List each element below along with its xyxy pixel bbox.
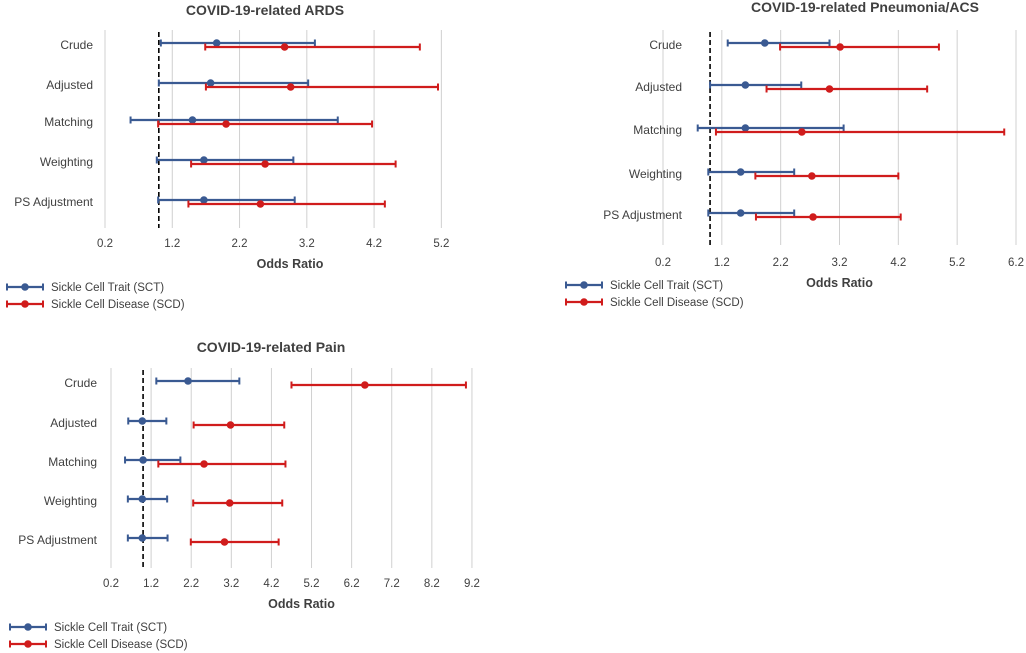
category-label: Matching bbox=[633, 123, 682, 137]
x-tick-label: 6.2 bbox=[1008, 257, 1024, 269]
legend-scd-label: Sickle Cell Disease (SCD) bbox=[610, 297, 744, 309]
x-tick-label: 1.2 bbox=[143, 578, 159, 590]
sct-point bbox=[184, 377, 192, 385]
category-label: Crude bbox=[649, 38, 682, 52]
x-tick-label: 4.2 bbox=[890, 257, 906, 269]
x-tick-label: 6.2 bbox=[344, 578, 360, 590]
scd-point bbox=[361, 381, 369, 389]
x-tick-label: 2.2 bbox=[773, 257, 789, 269]
sct-point bbox=[741, 81, 750, 89]
sct-point bbox=[736, 168, 745, 176]
x-tick-label: 1.2 bbox=[164, 238, 180, 250]
x-tick-label: 3.2 bbox=[223, 578, 239, 590]
x-tick-label: 1.2 bbox=[714, 257, 730, 269]
legend-scd-label: Sickle Cell Disease (SCD) bbox=[51, 299, 185, 311]
x-tick-label: 0.2 bbox=[97, 238, 113, 250]
forest-plot-3: COVID-19-related Pain 0.2 1.2 2.2 3.2 4.2 5.2 6… bbox=[9, 339, 480, 651]
x-tick-label: 4.2 bbox=[263, 578, 279, 590]
category-label: Weighting bbox=[40, 155, 93, 169]
sct-point bbox=[206, 79, 215, 87]
category-label: Matching bbox=[44, 115, 93, 129]
scd-point bbox=[836, 43, 844, 51]
x-tick-label: 5.2 bbox=[433, 238, 449, 250]
legend-scd-marker bbox=[24, 640, 32, 648]
x-tick-label: 3.2 bbox=[299, 238, 315, 250]
sct-point bbox=[741, 124, 750, 132]
legend-scd-marker bbox=[21, 300, 29, 308]
category-label: Matching bbox=[48, 455, 97, 469]
x-tick-label: 5.2 bbox=[949, 257, 965, 269]
x-tick-label: 4.2 bbox=[366, 238, 382, 250]
legend-sct-marker bbox=[21, 283, 29, 291]
chart-title: COVID-19-related ARDS bbox=[186, 2, 344, 18]
legend-sct-marker bbox=[24, 623, 32, 631]
legend-sct-marker bbox=[580, 281, 588, 289]
legend-sct-label: Sickle Cell Trait (SCT) bbox=[610, 280, 723, 292]
scd-point bbox=[261, 160, 269, 168]
x-tick-label: 0.2 bbox=[103, 578, 119, 590]
category-label: PS Adjustment bbox=[14, 195, 93, 209]
chart-title: COVID-19-related Pain bbox=[197, 339, 346, 355]
legend-sct-label: Sickle Cell Trait (SCT) bbox=[54, 622, 167, 634]
x-tick-label: 2.2 bbox=[232, 238, 248, 250]
scd-point bbox=[825, 85, 834, 93]
category-label: Crude bbox=[64, 376, 97, 390]
forest-plot-1: COVID-19-related ARDS 0.2 1.2 2.2 3.2 4.2 5.2 C… bbox=[6, 2, 449, 311]
x-tick-label: 9.2 bbox=[464, 578, 480, 590]
scd-point bbox=[280, 43, 289, 51]
category-label: Weighting bbox=[629, 167, 682, 181]
x-axis-label: Odds Ratio bbox=[257, 257, 324, 271]
sct-point bbox=[212, 39, 221, 47]
category-label: PS Adjustment bbox=[18, 533, 97, 547]
x-axis-label: Odds Ratio bbox=[806, 276, 873, 290]
sct-point bbox=[760, 39, 769, 47]
category-label: Weighting bbox=[44, 494, 97, 508]
category-label: Adjusted bbox=[635, 80, 682, 94]
x-tick-label: 2.2 bbox=[183, 578, 199, 590]
scd-point bbox=[798, 128, 806, 136]
sct-point bbox=[138, 534, 147, 542]
scd-point bbox=[809, 213, 817, 221]
legend-sct-label: Sickle Cell Trait (SCT) bbox=[51, 282, 164, 294]
scd-point bbox=[222, 120, 230, 128]
category-label: Adjusted bbox=[50, 416, 97, 430]
scd-point bbox=[256, 200, 265, 208]
x-tick-label: 0.2 bbox=[655, 257, 671, 269]
x-axis-label: Odds Ratio bbox=[268, 597, 335, 611]
x-tick-label: 8.2 bbox=[424, 578, 440, 590]
sct-point bbox=[138, 495, 147, 503]
sct-point bbox=[736, 209, 745, 217]
scd-point bbox=[226, 421, 235, 429]
sct-point bbox=[139, 456, 147, 464]
scd-point bbox=[200, 460, 208, 468]
sct-point bbox=[138, 417, 147, 425]
x-tick-label: 7.2 bbox=[384, 578, 400, 590]
scd-point bbox=[808, 172, 816, 180]
x-tick-label: 3.2 bbox=[832, 257, 848, 269]
chart-title: COVID-19-related Pneumonia/ACS bbox=[751, 0, 979, 15]
sct-point bbox=[200, 196, 208, 204]
sct-point bbox=[188, 116, 197, 124]
scd-point bbox=[286, 83, 295, 91]
legend-scd-marker bbox=[580, 298, 588, 306]
legend-scd-label: Sickle Cell Disease (SCD) bbox=[54, 639, 188, 651]
category-label: Crude bbox=[60, 38, 93, 52]
category-label: PS Adjustment bbox=[603, 208, 682, 222]
scd-point bbox=[220, 538, 229, 546]
forest-plot-2: COVID-19-related Pneumonia/ACS 0.2 1.2 2.2 3… bbox=[565, 0, 1024, 309]
x-tick-label: 5.2 bbox=[304, 578, 320, 590]
category-label: Adjusted bbox=[46, 78, 93, 92]
scd-point bbox=[225, 499, 234, 507]
sct-point bbox=[200, 156, 208, 164]
